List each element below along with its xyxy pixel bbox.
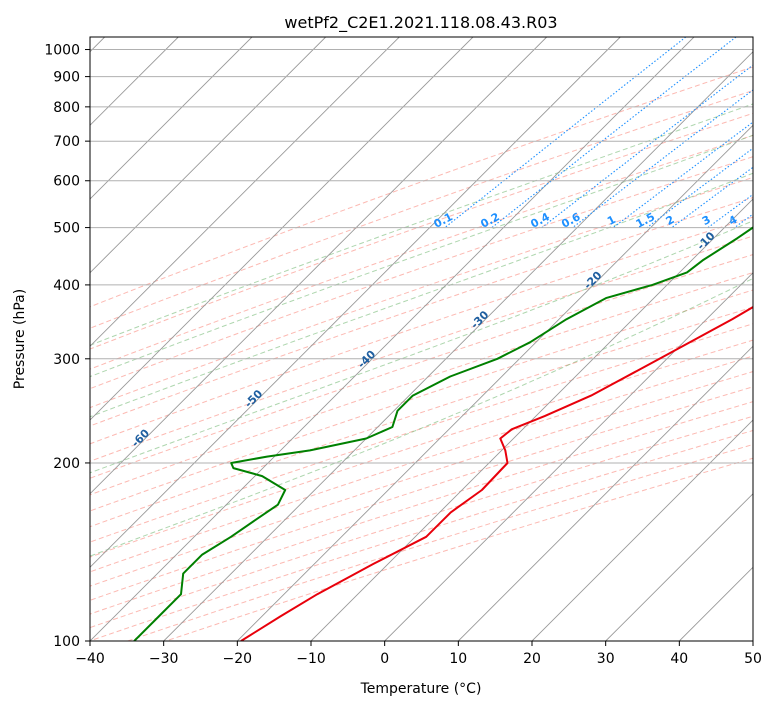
dry-adiabat-line [90, 112, 753, 350]
y-tick-label: 800 [53, 100, 80, 116]
isotherm-line [90, 37, 400, 347]
dry-adiabat-line [90, 66, 753, 308]
x-tick-label: 0 [380, 651, 389, 667]
isotherm-line [457, 345, 753, 641]
isotherm-line [310, 198, 753, 641]
dry-adiabat-line [90, 401, 753, 615]
chart-title: wetPf2_C2E1.2021.118.08.43.R03 [284, 13, 557, 33]
moist-adiabat-line [90, 172, 753, 418]
dry-adiabat-line [90, 323, 753, 543]
mixing-ratio-line [646, 147, 753, 229]
y-tick-label: 500 [53, 221, 80, 237]
y-tick-label: 300 [53, 352, 80, 368]
dry-adiabat-line [90, 90, 753, 329]
dry-adiabat-line [127, 443, 753, 641]
y-tick-label: 700 [53, 134, 80, 150]
dry-adiabat-line [90, 235, 753, 462]
sounding-profiles [133, 226, 753, 641]
y-tick-label: 1000 [44, 43, 80, 59]
y-tick-label: 200 [53, 456, 80, 472]
reference-lines [90, 37, 753, 641]
isotherm-line [90, 37, 327, 274]
y-tick-label: 900 [53, 70, 80, 86]
dry-adiabat-line [90, 386, 753, 601]
y-axis: 100 200 300 400 500 600 700 800 900 1000 [44, 43, 90, 650]
y-tick-label: 100 [53, 634, 80, 650]
x-tick-label: −40 [75, 651, 105, 667]
x-tick-label: 40 [670, 651, 688, 667]
pressure-gridlines [90, 49, 753, 641]
isotherm-line [90, 37, 253, 200]
plot-frame [89, 36, 754, 642]
dry-adiabat-line [90, 156, 753, 390]
dry-adiabat-line [90, 176, 753, 409]
plot-area [90, 37, 753, 641]
isotherm-line [384, 272, 753, 641]
x-tick-label: 10 [449, 651, 467, 667]
moist-adiabat-line [90, 103, 753, 346]
y-tick-label: 400 [53, 278, 80, 294]
y-axis-label: Pressure (hPa) [12, 289, 28, 389]
isotherm-line [90, 37, 695, 641]
x-tick-label: −30 [149, 651, 179, 667]
isotherm-line [163, 51, 753, 641]
mixing-ratio-line [444, 37, 687, 229]
isotherm-line [605, 493, 753, 641]
isotherm-line [90, 37, 474, 421]
dry-adiabat-line [90, 197, 753, 427]
temperature-profile-line [240, 305, 753, 641]
isotherm-line [531, 419, 753, 641]
dry-adiabat-line [90, 272, 753, 496]
dewpoint-profile-line [133, 226, 753, 641]
y-tick-label: 600 [53, 174, 80, 190]
isotherm-line [236, 124, 753, 641]
x-tick-label: −20 [223, 651, 253, 667]
mixing-ratio-line [707, 193, 753, 229]
mixing-ratio-line [491, 37, 737, 229]
isotherm-line [90, 37, 621, 568]
x-axis-label: Temperature (°C) [360, 681, 482, 697]
x-tick-label: 30 [597, 651, 615, 667]
moist-adiabat-line [90, 277, 753, 557]
dry-adiabat-line [90, 415, 753, 629]
dry-adiabat-line [90, 429, 753, 641]
x-tick-label: −10 [296, 651, 326, 667]
dry-adiabat-line [90, 306, 753, 528]
isotherm-line [90, 37, 548, 495]
x-axis: −40 −30 −20 −10 0 10 20 30 40 50 [75, 641, 762, 667]
x-tick-label: 20 [523, 651, 541, 667]
mixing-ratio-line [572, 89, 753, 229]
x-tick-label: 50 [744, 651, 762, 667]
